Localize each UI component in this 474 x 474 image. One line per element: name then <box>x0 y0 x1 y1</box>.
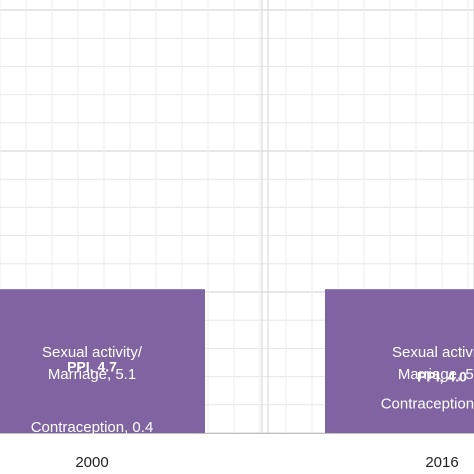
segment-label: Contraception, 2.1 <box>381 395 474 412</box>
bar-segment-sexual-activity-marriage-2016 <box>325 289 474 433</box>
x-tick-label: 2016 <box>425 454 458 471</box>
segment-label: PPI, 4.7 <box>67 359 117 375</box>
bar-segment-sexual-activity-marriage-2000 <box>0 289 205 433</box>
segment-label: Sexual activity/Marriage, 5.1 <box>392 344 474 383</box>
segment-label: Sexual activity/Marriage, 5.1 <box>42 344 143 383</box>
bars <box>0 289 474 433</box>
segment-label: PPI, 4.0 <box>417 369 467 385</box>
x-tick-label: 2000 <box>75 454 108 471</box>
x-tick-labels: 2000 2016 <box>75 454 458 471</box>
segment-label: Contraception, 0.4 <box>31 419 154 436</box>
